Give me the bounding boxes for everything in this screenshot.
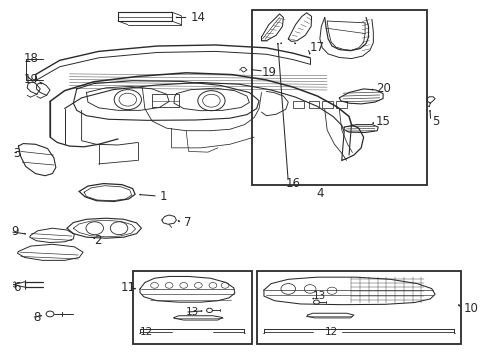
Text: 7: 7 [183,216,191,229]
Text: 12: 12 [324,327,337,337]
Bar [251,10,426,185]
Text: 14: 14 [191,11,205,24]
Text: 9: 9 [11,225,19,238]
Text: 20: 20 [375,82,390,95]
Text: 4: 4 [316,187,323,200]
Text: 3: 3 [14,147,21,160]
Text: 6: 6 [14,281,21,294]
Text: 5: 5 [431,114,438,127]
Text: 8: 8 [33,311,41,324]
Text: 15: 15 [375,114,390,127]
Bar [322,102,332,108]
Text: 2: 2 [94,234,101,247]
Text: 12: 12 [140,327,153,337]
Bar [152,94,179,107]
Bar [292,102,303,108]
Bar [335,102,346,108]
Text: 10: 10 [462,302,477,315]
Bar [132,271,251,344]
Text: 17: 17 [309,41,325,54]
Text: 16: 16 [285,177,300,190]
Bar [256,271,460,344]
Text: 11: 11 [120,281,135,294]
Text: 13: 13 [312,291,325,301]
Bar [308,102,319,108]
Text: 18: 18 [23,52,38,65]
Text: 13: 13 [186,307,199,317]
Text: 19: 19 [23,73,38,86]
Text: 1: 1 [159,190,166,203]
Text: 19: 19 [261,66,276,79]
